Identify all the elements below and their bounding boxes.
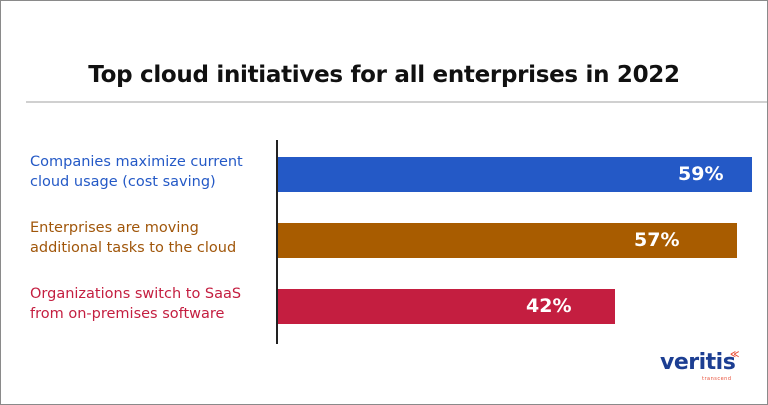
category-label-3: Organizations switch to SaaS from on-pre… <box>30 284 241 324</box>
bar-1: 59% <box>278 157 752 192</box>
logo-tagline: transcend <box>702 376 732 382</box>
logo-chevron-icon: ≪ <box>730 350 740 360</box>
chart-title: Top cloud initiatives for all enterprise… <box>88 62 680 88</box>
category-label-2-line1: Enterprises are moving <box>30 220 199 236</box>
category-label-3-line2: from on-premises software <box>30 306 225 322</box>
title-divider <box>26 101 767 103</box>
bar-2-value: 57% <box>634 229 680 251</box>
y-axis-line <box>276 140 278 344</box>
category-label-1-line2: cloud usage (cost saving) <box>30 174 216 190</box>
bar-2: 57% <box>278 223 737 258</box>
bar-1-value: 59% <box>678 163 724 185</box>
veritis-logo: veritis <box>660 350 736 375</box>
bar-3: 42% <box>278 289 615 324</box>
category-label-2-line2: additional tasks to the cloud <box>30 240 237 256</box>
category-label-1: Companies maximize current cloud usage (… <box>30 152 243 192</box>
category-label-1-line1: Companies maximize current <box>30 154 243 170</box>
category-label-3-line1: Organizations switch to SaaS <box>30 286 242 302</box>
category-label-2: Enterprises are moving additional tasks … <box>30 218 236 258</box>
bar-3-value: 42% <box>526 295 572 317</box>
